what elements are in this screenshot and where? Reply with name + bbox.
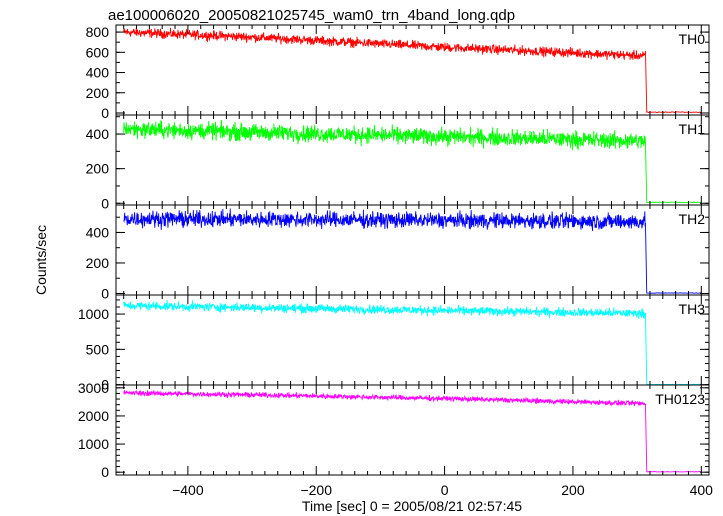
series-line-th2 [123, 208, 702, 294]
y-tick-label: 0 [101, 105, 109, 121]
series-line-th0 [123, 27, 702, 114]
y-tick-label: 400 [86, 224, 110, 240]
panel-label-th0123: TH0123 [655, 391, 705, 407]
y-tick-label: 400 [86, 126, 110, 142]
panel-label-th1: TH1 [679, 121, 706, 137]
series-line-th0123 [123, 389, 702, 473]
panel-frame-th0 [115, 24, 710, 116]
y-tick-label: 2000 [78, 408, 109, 424]
panel-label-th2: TH2 [679, 211, 706, 227]
panel-frame-th0123 [115, 384, 710, 476]
x-tick-label: −400 [172, 482, 204, 498]
series-line-th1 [123, 119, 702, 204]
y-tick-label: 200 [86, 255, 110, 271]
x-axis-label: Time [sec] 0 = 2005/08/21 02:57:45 [302, 498, 522, 514]
y-tick-label: 0 [101, 377, 109, 393]
panel-frame-th1 [115, 114, 710, 206]
panel-label-th0: TH0 [679, 31, 706, 47]
series-line-th3 [123, 300, 702, 385]
y-tick-label: 1000 [78, 436, 109, 452]
x-tick-label: 0 [441, 482, 449, 498]
x-tick-label: 200 [561, 482, 585, 498]
y-tick-label: 0 [101, 195, 109, 211]
panel-label-th3: TH3 [679, 301, 706, 317]
y-tick-label: 200 [86, 161, 110, 177]
y-axis-label: Counts/sec [33, 225, 49, 295]
y-tick-label: 600 [86, 44, 110, 60]
x-tick-label: 400 [690, 482, 714, 498]
y-tick-label: 0 [101, 464, 109, 480]
chart-title: ae100006020_20050821025745_wam0_trn_4ban… [108, 7, 515, 24]
x-tick-label: −200 [300, 482, 332, 498]
y-tick-label: 1000 [78, 306, 109, 322]
y-tick-label: 800 [86, 24, 110, 40]
y-tick-label: 200 [86, 85, 110, 101]
y-tick-label: 400 [86, 65, 110, 81]
panels: 0 200 400 600 800 TH0 0 200 400 TH1 0 200 400 TH2 0 500… [78, 24, 713, 498]
y-tick-label: 500 [86, 341, 110, 357]
y-tick-label: 3000 [78, 380, 109, 396]
y-tick-label: 0 [101, 285, 109, 301]
